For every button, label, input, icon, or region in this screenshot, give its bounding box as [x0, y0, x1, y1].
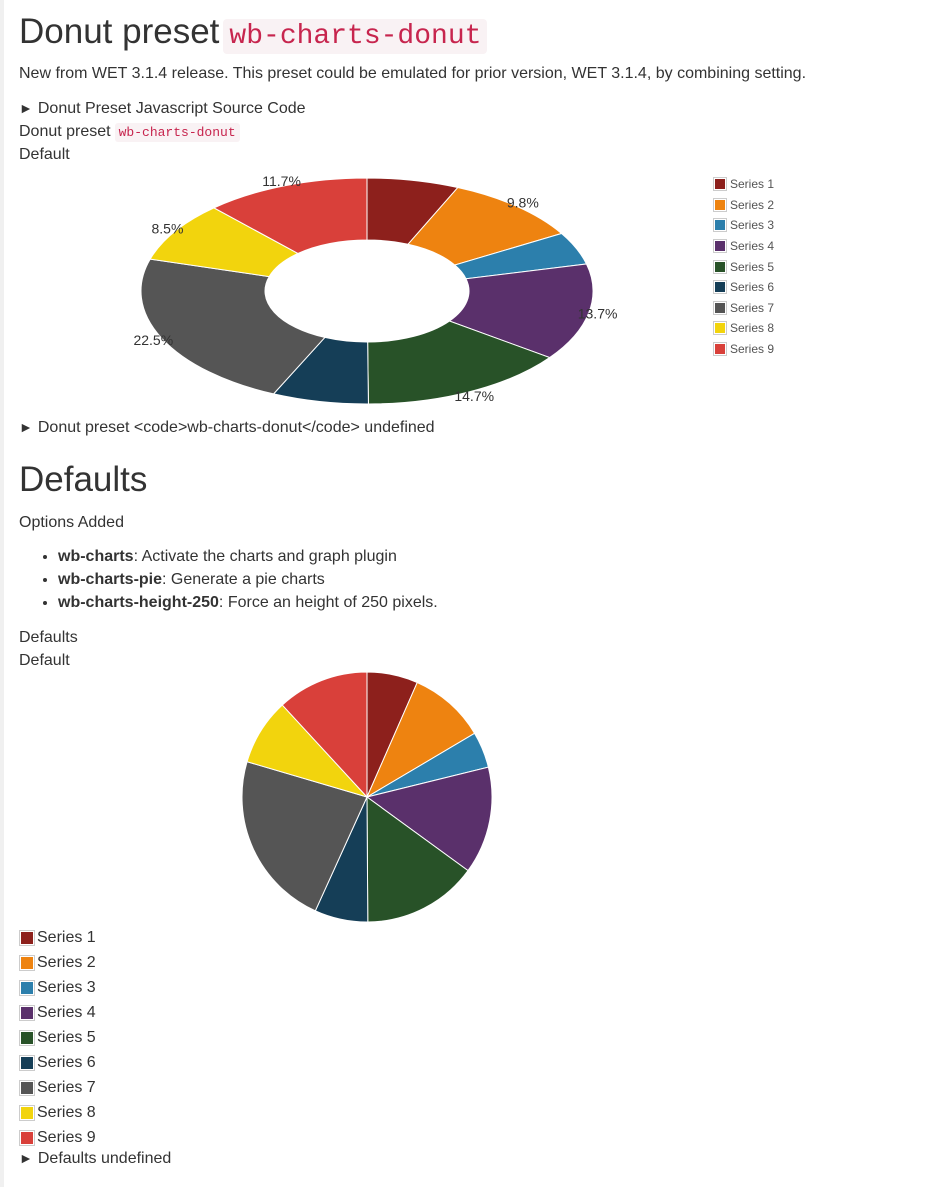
donut-caption-text: Donut preset: [19, 123, 111, 140]
legend-swatch: [19, 1130, 35, 1146]
legend-label: Series 7: [730, 301, 774, 315]
option-item: wb-charts: Activate the charts and graph…: [58, 545, 438, 568]
option-desc: : Activate the charts and graph plugin: [134, 548, 397, 565]
legend-item-series-9: Series 9: [713, 339, 774, 360]
data-label-series-5: 14.7%: [454, 388, 494, 404]
pie-legend: Series 1 Series 2 Series 3 Series 4 Series 5…: [19, 925, 96, 1150]
legend-swatch: [19, 1005, 35, 1021]
legend-item-series-2: Series 2: [19, 950, 96, 975]
legend-item-series-1: Series 1: [713, 174, 774, 195]
donut-section-title: Donut preset: [19, 12, 219, 51]
legend-item-series-7: Series 7: [713, 298, 774, 319]
pie-chart: [200, 660, 540, 930]
legend-item-series-7: Series 7: [19, 1075, 96, 1100]
option-item: wb-charts-height-250: Force an height of…: [58, 591, 438, 614]
legend-swatch: [713, 280, 727, 294]
data-label-series-2: 9.8%: [507, 195, 539, 211]
legend-swatch: [713, 342, 727, 356]
legend-item-series-5: Series 5: [713, 256, 774, 277]
legend-swatch: [713, 218, 727, 232]
legend-label: Series 8: [37, 1104, 96, 1122]
legend-label: Series 4: [730, 239, 774, 253]
option-key: wb-charts-pie: [58, 571, 162, 588]
legend-label: Series 6: [730, 280, 774, 294]
data-label-series-7: 22.5%: [133, 332, 173, 348]
data-label-series-9: 11.7%: [262, 173, 301, 189]
legend-label: Series 1: [730, 177, 774, 191]
legend-swatch: [19, 1055, 35, 1071]
option-key: wb-charts-height-250: [58, 594, 219, 611]
legend-swatch: [713, 239, 727, 253]
legend-swatch: [19, 955, 35, 971]
donut-chart: 9.8% 13.7% 14.7% 22.5% 8.5% 11.7%: [0, 165, 700, 415]
donut-source-summary[interactable]: ► Donut Preset Javascript Source Code: [19, 100, 306, 118]
legend-label: Series 5: [730, 260, 774, 274]
legend-swatch: [713, 260, 727, 274]
defaults-table-summary-label: Defaults undefined: [38, 1150, 171, 1167]
legend-swatch: [19, 1080, 35, 1096]
options-added-heading: Options Added: [19, 514, 124, 532]
legend-label: Series 6: [37, 1054, 96, 1072]
legend-label: Series 4: [37, 1004, 96, 1022]
option-desc: : Force an height of 250 pixels.: [219, 594, 438, 611]
expand-triangle-icon: ►: [19, 1150, 33, 1166]
legend-swatch: [713, 321, 727, 335]
legend-label: Series 5: [37, 1029, 96, 1047]
donut-source-summary-label: Donut Preset Javascript Source Code: [38, 100, 306, 117]
donut-table-summary[interactable]: ► Donut preset <code>wb-charts-donut</cod…: [19, 419, 435, 437]
donut-caption-code: wb-charts-donut: [115, 123, 240, 142]
donut-section-title-code: wb-charts-donut: [223, 19, 487, 54]
legend-label: Series 9: [730, 342, 774, 356]
legend-item-series-4: Series 4: [19, 1000, 96, 1025]
pie-chart-subcaption: Default: [19, 652, 70, 670]
donut-section-heading: Donut preset wb-charts-donut: [19, 12, 487, 52]
defaults-section-heading: Defaults: [19, 460, 147, 500]
legend-label: Series 2: [730, 198, 774, 212]
legend-item-series-8: Series 8: [713, 318, 774, 339]
expand-triangle-icon: ►: [19, 419, 33, 435]
legend-swatch: [713, 177, 727, 191]
legend-item-series-1: Series 1: [19, 925, 96, 950]
donut-chart-subcaption: Default: [19, 146, 70, 164]
legend-item-series-8: Series 8: [19, 1100, 96, 1125]
data-label-series-8: 8.5%: [151, 221, 183, 237]
legend-label: Series 3: [37, 979, 96, 997]
legend-label: Series 8: [730, 321, 774, 335]
donut-intro-text: New from WET 3.1.4 release. This preset …: [19, 65, 806, 83]
expand-triangle-icon: ►: [19, 100, 33, 116]
legend-item-series-9: Series 9: [19, 1125, 96, 1150]
legend-swatch: [19, 1105, 35, 1121]
legend-item-series-3: Series 3: [713, 215, 774, 236]
data-label-series-4: 13.7%: [578, 306, 618, 322]
pie-chart-caption: Defaults: [19, 629, 78, 647]
legend-swatch: [19, 930, 35, 946]
defaults-section-title: Defaults: [19, 460, 147, 500]
donut-legend: Series 1 Series 2 Series 3 Series 4 Series 5…: [713, 174, 774, 359]
donut-chart-caption: Donut preset wb-charts-donut: [19, 123, 240, 141]
legend-item-series-2: Series 2: [713, 195, 774, 216]
legend-swatch: [19, 1030, 35, 1046]
legend-item-series-6: Series 6: [19, 1050, 96, 1075]
legend-label: Series 2: [37, 954, 96, 972]
legend-swatch: [713, 198, 727, 212]
legend-item-series-3: Series 3: [19, 975, 96, 1000]
legend-item-series-4: Series 4: [713, 236, 774, 257]
defaults-table-summary[interactable]: ► Defaults undefined: [19, 1150, 171, 1168]
donut-table-summary-label: Donut preset <code>wb-charts-donut</code…: [38, 419, 435, 436]
option-desc: : Generate a pie charts: [162, 571, 325, 588]
legend-item-series-6: Series 6: [713, 277, 774, 298]
option-key: wb-charts: [58, 548, 134, 565]
legend-label: Series 3: [730, 218, 774, 232]
legend-label: Series 7: [37, 1079, 96, 1097]
option-item: wb-charts-pie: Generate a pie charts: [58, 568, 438, 591]
options-list: wb-charts: Activate the charts and graph…: [38, 545, 438, 614]
legend-swatch: [19, 980, 35, 996]
legend-label: Series 1: [37, 929, 96, 947]
legend-swatch: [713, 301, 727, 315]
legend-label: Series 9: [37, 1129, 96, 1147]
legend-item-series-5: Series 5: [19, 1025, 96, 1050]
